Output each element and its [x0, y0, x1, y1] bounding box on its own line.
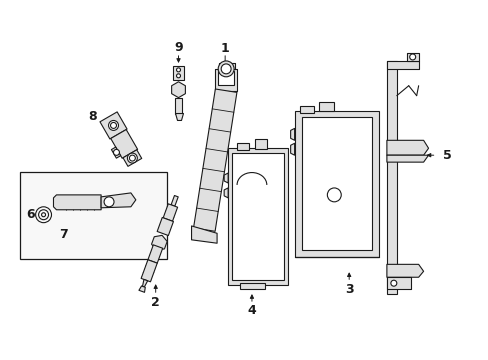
- Text: 4: 4: [247, 305, 256, 318]
- Bar: [294, 111, 378, 257]
- Polygon shape: [101, 193, 136, 208]
- Polygon shape: [290, 129, 294, 140]
- Polygon shape: [386, 61, 418, 69]
- Polygon shape: [406, 53, 418, 61]
- Text: 5: 5: [443, 149, 451, 162]
- Polygon shape: [224, 188, 228, 198]
- Bar: [172, 66, 184, 80]
- Bar: [20, 172, 166, 260]
- Polygon shape: [215, 69, 237, 91]
- Circle shape: [221, 64, 231, 74]
- Bar: [254, 139, 266, 149]
- Text: 1: 1: [220, 41, 229, 54]
- Polygon shape: [228, 63, 235, 69]
- Circle shape: [176, 74, 180, 78]
- Text: 8: 8: [88, 110, 97, 123]
- Circle shape: [104, 197, 114, 207]
- Bar: [240, 283, 264, 289]
- Polygon shape: [386, 264, 423, 277]
- Polygon shape: [151, 235, 167, 250]
- Circle shape: [41, 213, 45, 217]
- Text: 3: 3: [344, 283, 353, 296]
- Polygon shape: [219, 63, 225, 69]
- Polygon shape: [147, 245, 163, 263]
- Polygon shape: [157, 217, 173, 235]
- Polygon shape: [386, 140, 427, 155]
- Polygon shape: [290, 143, 294, 155]
- Bar: [301, 117, 371, 251]
- Text: 6: 6: [26, 208, 35, 221]
- Bar: [174, 98, 182, 113]
- Bar: [319, 102, 334, 111]
- Polygon shape: [193, 89, 237, 231]
- Circle shape: [326, 188, 341, 202]
- Polygon shape: [139, 286, 145, 292]
- Bar: [386, 61, 396, 294]
- Polygon shape: [175, 113, 183, 121]
- Polygon shape: [142, 279, 147, 287]
- Circle shape: [409, 54, 415, 60]
- Polygon shape: [171, 82, 185, 98]
- Polygon shape: [386, 155, 427, 162]
- Bar: [299, 105, 314, 113]
- Circle shape: [113, 149, 119, 156]
- Circle shape: [110, 122, 116, 129]
- Polygon shape: [110, 130, 137, 158]
- Circle shape: [129, 155, 135, 161]
- Circle shape: [108, 121, 118, 130]
- Circle shape: [176, 68, 180, 72]
- Bar: [218, 71, 234, 85]
- Polygon shape: [224, 173, 228, 183]
- Polygon shape: [100, 112, 127, 139]
- Circle shape: [39, 210, 48, 220]
- Circle shape: [218, 61, 234, 77]
- Polygon shape: [53, 195, 101, 210]
- Polygon shape: [141, 260, 157, 282]
- Polygon shape: [123, 150, 142, 166]
- Circle shape: [390, 280, 396, 286]
- Circle shape: [127, 153, 137, 163]
- Circle shape: [36, 207, 51, 223]
- Polygon shape: [191, 226, 217, 243]
- Polygon shape: [386, 277, 410, 289]
- Bar: [237, 143, 248, 150]
- Bar: [232, 153, 283, 280]
- Bar: [228, 148, 287, 285]
- Polygon shape: [163, 204, 177, 221]
- Polygon shape: [111, 147, 121, 158]
- Text: 9: 9: [174, 41, 183, 54]
- Text: 2: 2: [151, 296, 160, 309]
- Text: 7: 7: [59, 228, 68, 241]
- Polygon shape: [171, 195, 178, 206]
